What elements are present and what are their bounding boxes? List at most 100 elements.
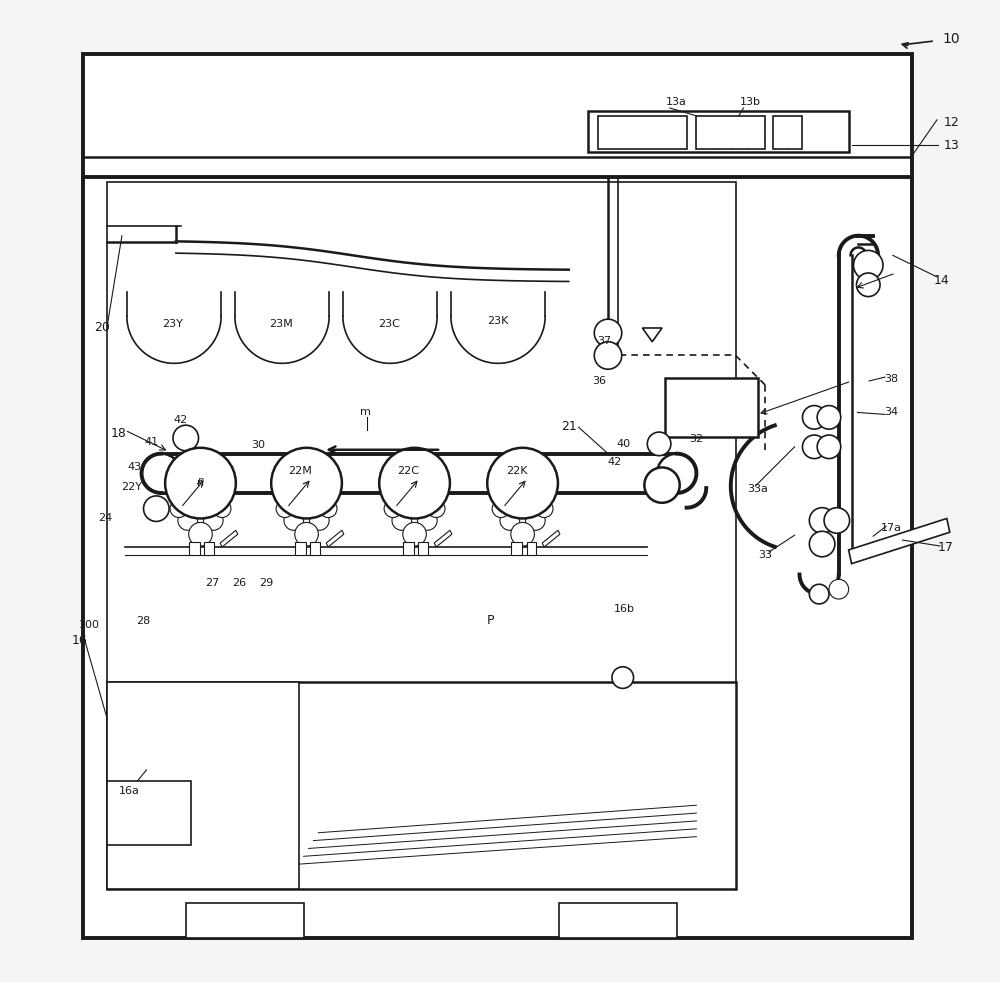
- Text: 41: 41: [144, 437, 158, 447]
- Text: 13: 13: [944, 138, 960, 152]
- Bar: [107, 781, 191, 845]
- Circle shape: [817, 406, 841, 429]
- Text: 17a: 17a: [880, 523, 901, 533]
- Circle shape: [492, 500, 510, 518]
- Circle shape: [802, 406, 826, 429]
- Bar: [107, 182, 736, 889]
- Text: 17: 17: [938, 541, 954, 555]
- Circle shape: [379, 448, 450, 518]
- Circle shape: [829, 579, 849, 599]
- Bar: [773, 116, 802, 149]
- Text: 32: 32: [689, 434, 703, 444]
- Text: 33: 33: [758, 550, 772, 560]
- Circle shape: [276, 500, 294, 518]
- Text: 43: 43: [128, 463, 142, 472]
- Text: 23M: 23M: [269, 319, 293, 329]
- Bar: [559, 903, 677, 938]
- Circle shape: [271, 448, 342, 518]
- Polygon shape: [542, 530, 560, 547]
- Circle shape: [418, 511, 437, 530]
- Text: 10: 10: [943, 32, 961, 46]
- Bar: [527, 542, 536, 555]
- Text: 22K: 22K: [506, 466, 527, 476]
- Circle shape: [856, 273, 880, 297]
- Circle shape: [594, 342, 622, 369]
- Circle shape: [809, 508, 835, 533]
- Bar: [186, 903, 304, 938]
- Polygon shape: [642, 328, 662, 342]
- Circle shape: [817, 435, 841, 459]
- Circle shape: [647, 432, 671, 456]
- Circle shape: [213, 500, 231, 518]
- Bar: [83, 54, 912, 938]
- Bar: [598, 116, 687, 149]
- Circle shape: [644, 467, 680, 503]
- Bar: [418, 542, 428, 555]
- Circle shape: [309, 511, 329, 530]
- Text: 36: 36: [592, 376, 606, 386]
- Bar: [310, 542, 320, 555]
- Circle shape: [809, 531, 835, 557]
- Text: 27: 27: [205, 578, 219, 588]
- Bar: [107, 682, 299, 889]
- Text: 24: 24: [98, 513, 112, 522]
- Text: m: m: [360, 408, 371, 417]
- Text: 23Y: 23Y: [163, 319, 183, 329]
- Text: 37: 37: [597, 336, 611, 346]
- Text: 16b: 16b: [614, 604, 635, 614]
- Circle shape: [284, 511, 304, 530]
- Text: 23C: 23C: [378, 319, 400, 329]
- Circle shape: [142, 454, 181, 493]
- Text: 14: 14: [934, 274, 950, 288]
- Bar: [403, 542, 414, 555]
- Text: 16a: 16a: [118, 786, 139, 795]
- Text: 21: 21: [561, 419, 577, 433]
- Text: 100: 100: [79, 620, 100, 629]
- Circle shape: [295, 522, 318, 546]
- Circle shape: [189, 522, 212, 546]
- Circle shape: [384, 500, 402, 518]
- Bar: [588, 111, 849, 152]
- Polygon shape: [434, 530, 452, 547]
- Text: 30: 30: [251, 440, 265, 450]
- Text: 40: 40: [617, 439, 631, 449]
- Text: 16: 16: [72, 633, 88, 647]
- Circle shape: [500, 511, 520, 530]
- Polygon shape: [326, 530, 344, 547]
- Circle shape: [203, 511, 223, 530]
- Circle shape: [854, 250, 883, 280]
- Text: 34: 34: [884, 408, 898, 417]
- Bar: [107, 682, 736, 889]
- Circle shape: [173, 425, 199, 451]
- Circle shape: [594, 319, 622, 347]
- Text: 42: 42: [608, 457, 622, 466]
- Polygon shape: [220, 530, 238, 547]
- Bar: [204, 542, 214, 555]
- Text: 29: 29: [259, 578, 273, 588]
- Bar: [511, 542, 522, 555]
- Circle shape: [170, 500, 188, 518]
- Circle shape: [809, 584, 829, 604]
- Text: 22Y: 22Y: [121, 482, 142, 492]
- Bar: [665, 378, 758, 437]
- Circle shape: [392, 511, 412, 530]
- Text: 38: 38: [884, 374, 898, 384]
- Bar: [696, 116, 765, 149]
- Circle shape: [144, 496, 169, 521]
- Circle shape: [657, 454, 696, 493]
- Text: 20: 20: [94, 321, 110, 335]
- Circle shape: [612, 667, 634, 688]
- Circle shape: [319, 500, 337, 518]
- Text: 23K: 23K: [487, 316, 509, 326]
- Circle shape: [178, 511, 198, 530]
- Circle shape: [487, 448, 558, 518]
- Text: n: n: [197, 476, 204, 486]
- Circle shape: [526, 511, 545, 530]
- Text: 22C: 22C: [397, 466, 419, 476]
- Text: 28: 28: [136, 616, 151, 626]
- Text: 12: 12: [944, 116, 960, 130]
- Text: 13b: 13b: [740, 97, 761, 107]
- Circle shape: [403, 522, 426, 546]
- Circle shape: [535, 500, 553, 518]
- Circle shape: [802, 435, 826, 459]
